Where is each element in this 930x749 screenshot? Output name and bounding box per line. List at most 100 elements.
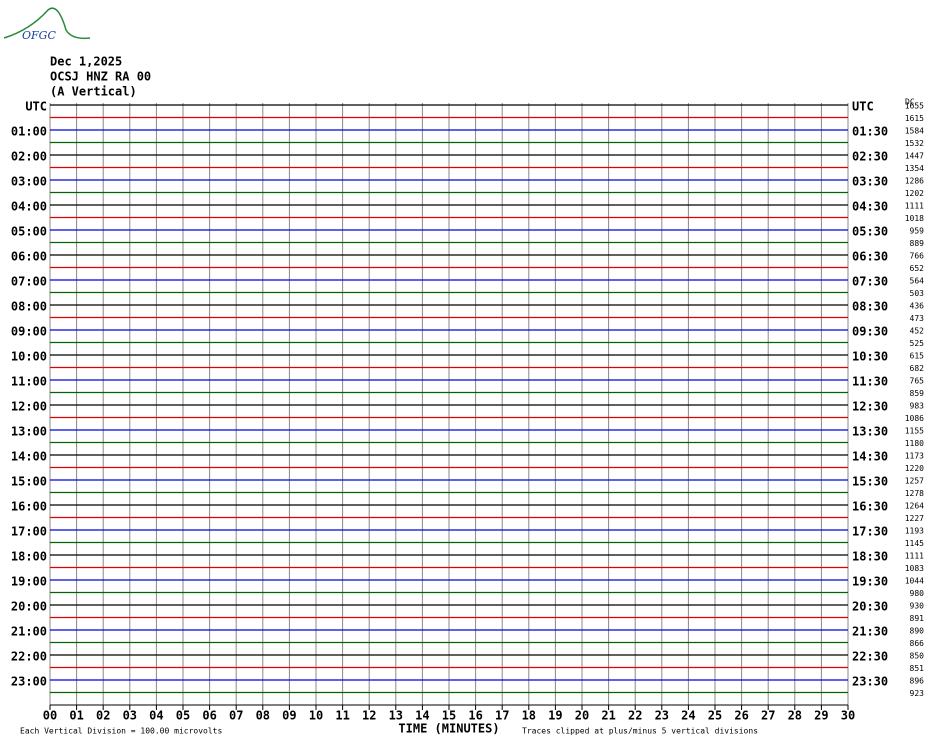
row-label-right: 11:30 bbox=[852, 375, 888, 389]
row-label-right: 12:30 bbox=[852, 400, 888, 414]
row-value: 503 bbox=[910, 289, 925, 298]
row-value: 1257 bbox=[905, 477, 924, 486]
row-label-left: 18:00 bbox=[11, 550, 47, 564]
x-tick-label: 28 bbox=[788, 709, 802, 723]
row-value: 1180 bbox=[905, 439, 924, 448]
row-value: 1447 bbox=[905, 152, 924, 161]
x-tick-label: 29 bbox=[814, 709, 828, 723]
row-value: 983 bbox=[910, 402, 925, 411]
row-value: 525 bbox=[910, 339, 925, 348]
row-label-right: 01:30 bbox=[852, 125, 888, 139]
row-value: 866 bbox=[910, 639, 925, 648]
x-tick-label: 06 bbox=[202, 709, 216, 723]
row-label-right: 22:30 bbox=[852, 650, 888, 664]
logo-swoosh bbox=[3, 7, 91, 40]
row-label-right: 20:30 bbox=[852, 600, 888, 614]
x-tick-label: 15 bbox=[442, 709, 456, 723]
row-value: 889 bbox=[910, 239, 925, 248]
x-axis-label: TIME (MINUTES) bbox=[398, 722, 499, 736]
x-tick-label: 02 bbox=[96, 709, 110, 723]
row-label-right: 14:30 bbox=[852, 450, 888, 464]
row-label-right: 17:30 bbox=[852, 525, 888, 539]
row-value: 859 bbox=[910, 389, 925, 398]
row-label-left: 14:00 bbox=[11, 450, 47, 464]
row-value: 851 bbox=[910, 664, 925, 673]
x-tick-label: 30 bbox=[841, 709, 855, 723]
row-value: 1083 bbox=[905, 564, 924, 573]
row-value: 473 bbox=[910, 314, 925, 323]
x-tick-label: 09 bbox=[282, 709, 296, 723]
row-label-left: 06:00 bbox=[11, 250, 47, 264]
x-tick-label: 27 bbox=[761, 709, 775, 723]
row-value: 452 bbox=[910, 327, 925, 336]
row-label-left: 10:00 bbox=[11, 350, 47, 364]
row-value: 1532 bbox=[905, 139, 924, 148]
row-label-right: 05:30 bbox=[852, 225, 888, 239]
x-tick-label: 08 bbox=[256, 709, 270, 723]
row-label-right: 23:30 bbox=[852, 675, 888, 689]
row-value: 765 bbox=[910, 377, 925, 386]
x-tick-label: 05 bbox=[176, 709, 190, 723]
x-tick-label: 07 bbox=[229, 709, 243, 723]
row-label-left: 13:00 bbox=[11, 425, 47, 439]
row-label-right: 07:30 bbox=[852, 275, 888, 289]
x-tick-label: 14 bbox=[415, 709, 429, 723]
row-value: 766 bbox=[910, 252, 925, 261]
row-label-right: 02:30 bbox=[852, 150, 888, 164]
row-value: 564 bbox=[910, 277, 925, 286]
row-label-right: 08:30 bbox=[852, 300, 888, 314]
x-tick-label: 18 bbox=[522, 709, 536, 723]
row-value: 1111 bbox=[905, 202, 924, 211]
row-value: 1173 bbox=[905, 452, 924, 461]
row-value: 1264 bbox=[905, 502, 924, 511]
row-value: 1145 bbox=[905, 539, 924, 548]
row-label-left: 05:00 bbox=[11, 225, 47, 239]
row-value: 652 bbox=[910, 264, 925, 273]
x-tick-label: 00 bbox=[43, 709, 57, 723]
row-label-left: 11:00 bbox=[11, 375, 47, 389]
x-tick-label: 22 bbox=[628, 709, 642, 723]
row-value: 1193 bbox=[905, 527, 924, 536]
row-value: 1086 bbox=[905, 414, 924, 423]
x-tick-label: 03 bbox=[123, 709, 137, 723]
row-value: 891 bbox=[910, 614, 925, 623]
component: (A Vertical) bbox=[50, 85, 137, 99]
row-value: 1155 bbox=[905, 427, 924, 436]
row-label-right: 04:30 bbox=[852, 200, 888, 214]
row-label-right: 18:30 bbox=[852, 550, 888, 564]
x-tick-label: 21 bbox=[601, 709, 615, 723]
row-label-right: 21:30 bbox=[852, 625, 888, 639]
row-label-left: 04:00 bbox=[11, 200, 47, 214]
x-tick-label: 12 bbox=[362, 709, 376, 723]
x-tick-label: 25 bbox=[708, 709, 722, 723]
row-label-left: 17:00 bbox=[11, 525, 47, 539]
x-tick-label: 04 bbox=[149, 709, 163, 723]
footer-right: Traces clipped at plus/minus 5 vertical … bbox=[522, 727, 758, 736]
row-label-right: 06:30 bbox=[852, 250, 888, 264]
row-label-left: 15:00 bbox=[11, 475, 47, 489]
row-value: 890 bbox=[910, 627, 925, 636]
row-label-left: 12:00 bbox=[11, 400, 47, 414]
row-label-right: 09:30 bbox=[852, 325, 888, 339]
x-tick-label: 11 bbox=[335, 709, 349, 723]
row-value: 615 bbox=[910, 352, 925, 361]
x-tick-label: 19 bbox=[548, 709, 562, 723]
row-value: 1584 bbox=[905, 127, 924, 136]
row-value: 682 bbox=[910, 364, 925, 373]
x-tick-label: 16 bbox=[468, 709, 482, 723]
x-tick-label: 24 bbox=[681, 709, 695, 723]
row-value: 1615 bbox=[905, 114, 924, 123]
row-label-right: 03:30 bbox=[852, 175, 888, 189]
row-label-left: 07:00 bbox=[11, 275, 47, 289]
row-value: 923 bbox=[910, 689, 925, 698]
row-label-right: 19:30 bbox=[852, 575, 888, 589]
x-tick-label: 23 bbox=[655, 709, 669, 723]
row-label-left: 21:00 bbox=[11, 625, 47, 639]
row-label-right: 13:30 bbox=[852, 425, 888, 439]
row-label-left: 03:00 bbox=[11, 175, 47, 189]
row-value: 1227 bbox=[905, 514, 924, 523]
logo: OFGC bbox=[22, 29, 56, 42]
row-value: 850 bbox=[910, 652, 925, 661]
row-value: 1220 bbox=[905, 464, 924, 473]
row-label-left: 19:00 bbox=[11, 575, 47, 589]
